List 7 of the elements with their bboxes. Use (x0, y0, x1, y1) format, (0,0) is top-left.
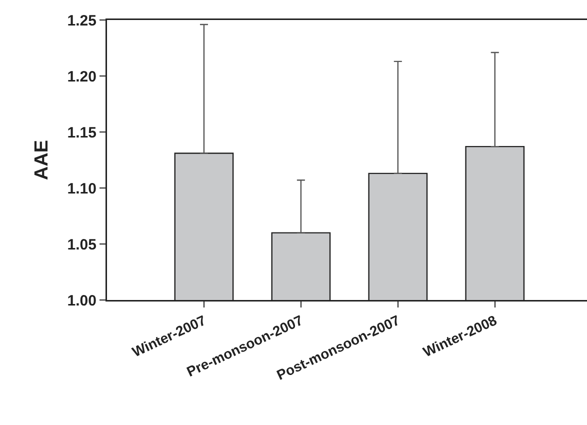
y-axis-title: AAE (31, 140, 52, 180)
y-tick-label: 1.15 (67, 124, 96, 142)
y-tick-label: 1.20 (67, 68, 96, 86)
y-tick-label: 1.05 (67, 236, 96, 254)
y-tick-label: 1.25 (67, 12, 96, 30)
y-tick-label: 1.00 (67, 292, 96, 310)
y-tick-label: 1.10 (67, 180, 96, 198)
